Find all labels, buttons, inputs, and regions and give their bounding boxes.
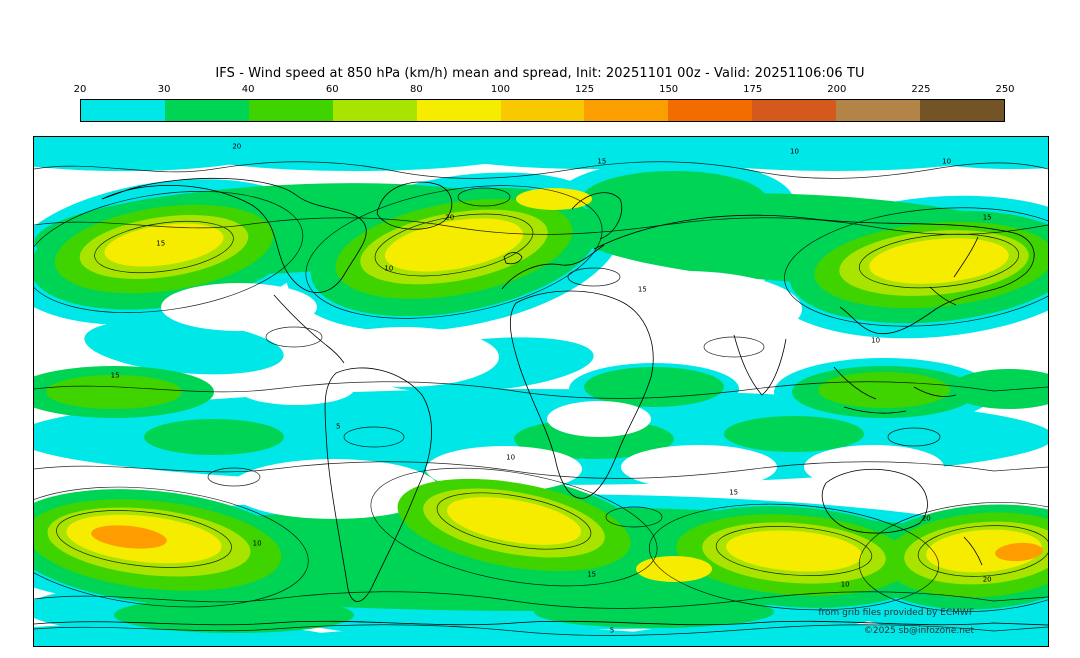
colorbar-segment (584, 100, 669, 121)
attribution-line1: from grib files provided by ECMWF (818, 608, 974, 618)
colorbar-segment (81, 100, 165, 121)
colorbar-segment (248, 100, 333, 121)
colorbar-segment (500, 100, 585, 121)
spread-contour-layer (34, 161, 1048, 636)
colorbar-tick: 150 (659, 84, 679, 95)
colorbar-tick: 250 (995, 84, 1015, 95)
colorbar-tick: 30 (157, 84, 171, 95)
colorbar-gradient (80, 99, 1005, 122)
colorbar-tick: 175 (743, 84, 763, 95)
colorbar-segment (752, 100, 837, 121)
world-map: 20 15 10 10 15 20 15 10 15 10 15 5 10 15 20 10 15 10 20 5 f… (33, 136, 1049, 647)
coastlines-layer (34, 177, 1048, 626)
colorbar-segment (332, 100, 417, 121)
colorbar-segment (668, 100, 753, 121)
colorbar-segment (416, 100, 501, 121)
attribution: from grib files provided by ECMWF ©2025 … (818, 604, 974, 640)
colorbar-tick: 60 (325, 84, 339, 95)
colorbar-tick: 40 (241, 84, 255, 95)
colorbar-tick: 125 (574, 84, 595, 95)
colorbar-tick: 20 (73, 84, 87, 95)
colorbar-segment (164, 100, 249, 121)
map-graphic (34, 137, 1048, 646)
colorbar-segment (920, 100, 1004, 121)
attribution-line2: ©2025 sb@infozone.net (863, 626, 974, 636)
colorbar-tick: 100 (490, 84, 510, 95)
colorbar-tick: 200 (827, 84, 847, 95)
calm-white-layer (161, 271, 944, 519)
chart-title: IFS - Wind speed at 850 hPa (km/h) mean … (215, 66, 865, 81)
wind-fill-orange-layer (91, 525, 1043, 562)
colorbar-tick: 225 (911, 84, 931, 95)
colorbar-tick: 80 (409, 84, 423, 95)
colorbar-segment (836, 100, 921, 121)
colorbar-ticks: 20 30 40 60 80 100 125 150 175 200 225 250 (74, 84, 1015, 97)
